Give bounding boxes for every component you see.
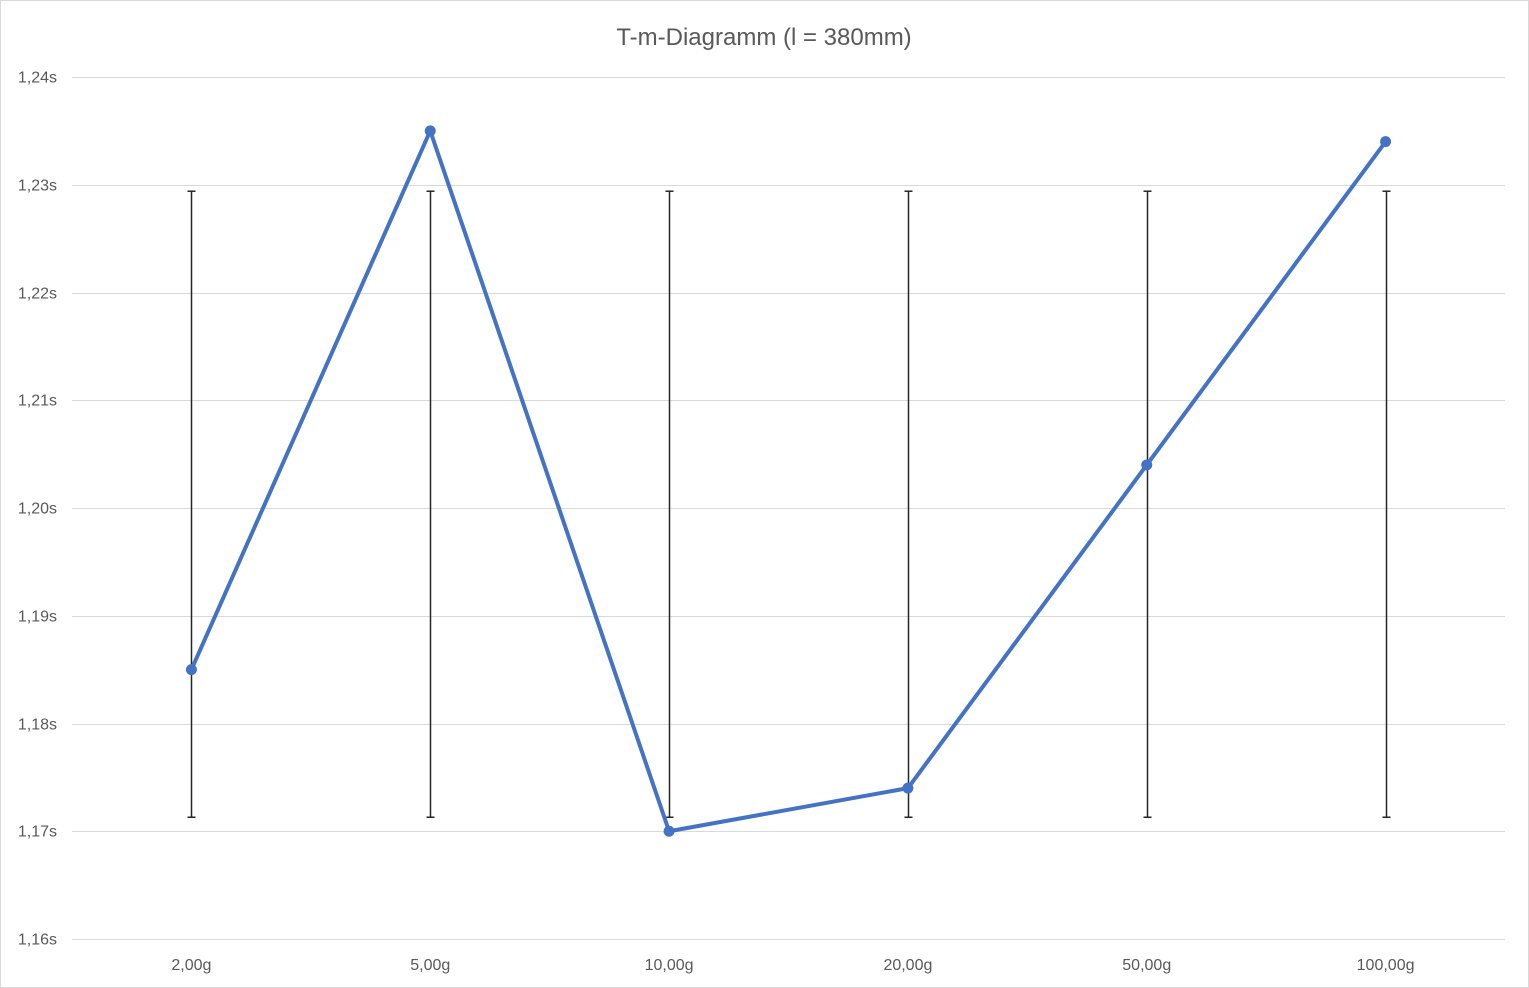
error-bars (187, 190, 1391, 818)
data-point (185, 664, 197, 676)
x-tick-label: 5,00g (410, 957, 450, 974)
y-tick-label: 1,24s (18, 70, 57, 87)
data-point (902, 782, 914, 794)
x-tick-label: 10,00g (645, 957, 694, 974)
x-tick-label: 100,00g (1357, 957, 1415, 974)
y-tick-label: 1,22s (18, 286, 57, 303)
y-tick-label: 1,19s (18, 609, 57, 626)
y-tick-label: 1,18s (18, 717, 57, 734)
data-point (1380, 136, 1392, 148)
data-point (424, 125, 436, 137)
data-point (1141, 459, 1153, 471)
x-axis-tick-labels: 2,00g 5,00g 10,00g 20,00g 50,00g 100,00g (171, 957, 1414, 974)
y-tick-label: 1,17s (18, 824, 57, 841)
y-tick-label: 1,21s (18, 393, 57, 410)
y-tick-label: 1,16s (18, 932, 57, 949)
y-tick-label: 1,23s (18, 178, 57, 195)
x-tick-label: 20,00g (883, 957, 932, 974)
x-tick-label: 2,00g (171, 957, 211, 974)
data-point (663, 825, 675, 837)
y-tick-label: 1,20s (18, 501, 57, 518)
series-line (189, 128, 1388, 834)
series-line-layer (189, 128, 1388, 834)
y-axis-tick-labels: 1,16s 1,17s 1,18s 1,19s 1,20s 1,21s 1,22s 1,23s… (18, 70, 57, 949)
x-tick-label: 50,00g (1122, 957, 1171, 974)
data-points (185, 125, 1392, 837)
chart-title: T-m-Diagramm (l = 380mm) (616, 24, 911, 51)
gridlines (72, 77, 1505, 940)
